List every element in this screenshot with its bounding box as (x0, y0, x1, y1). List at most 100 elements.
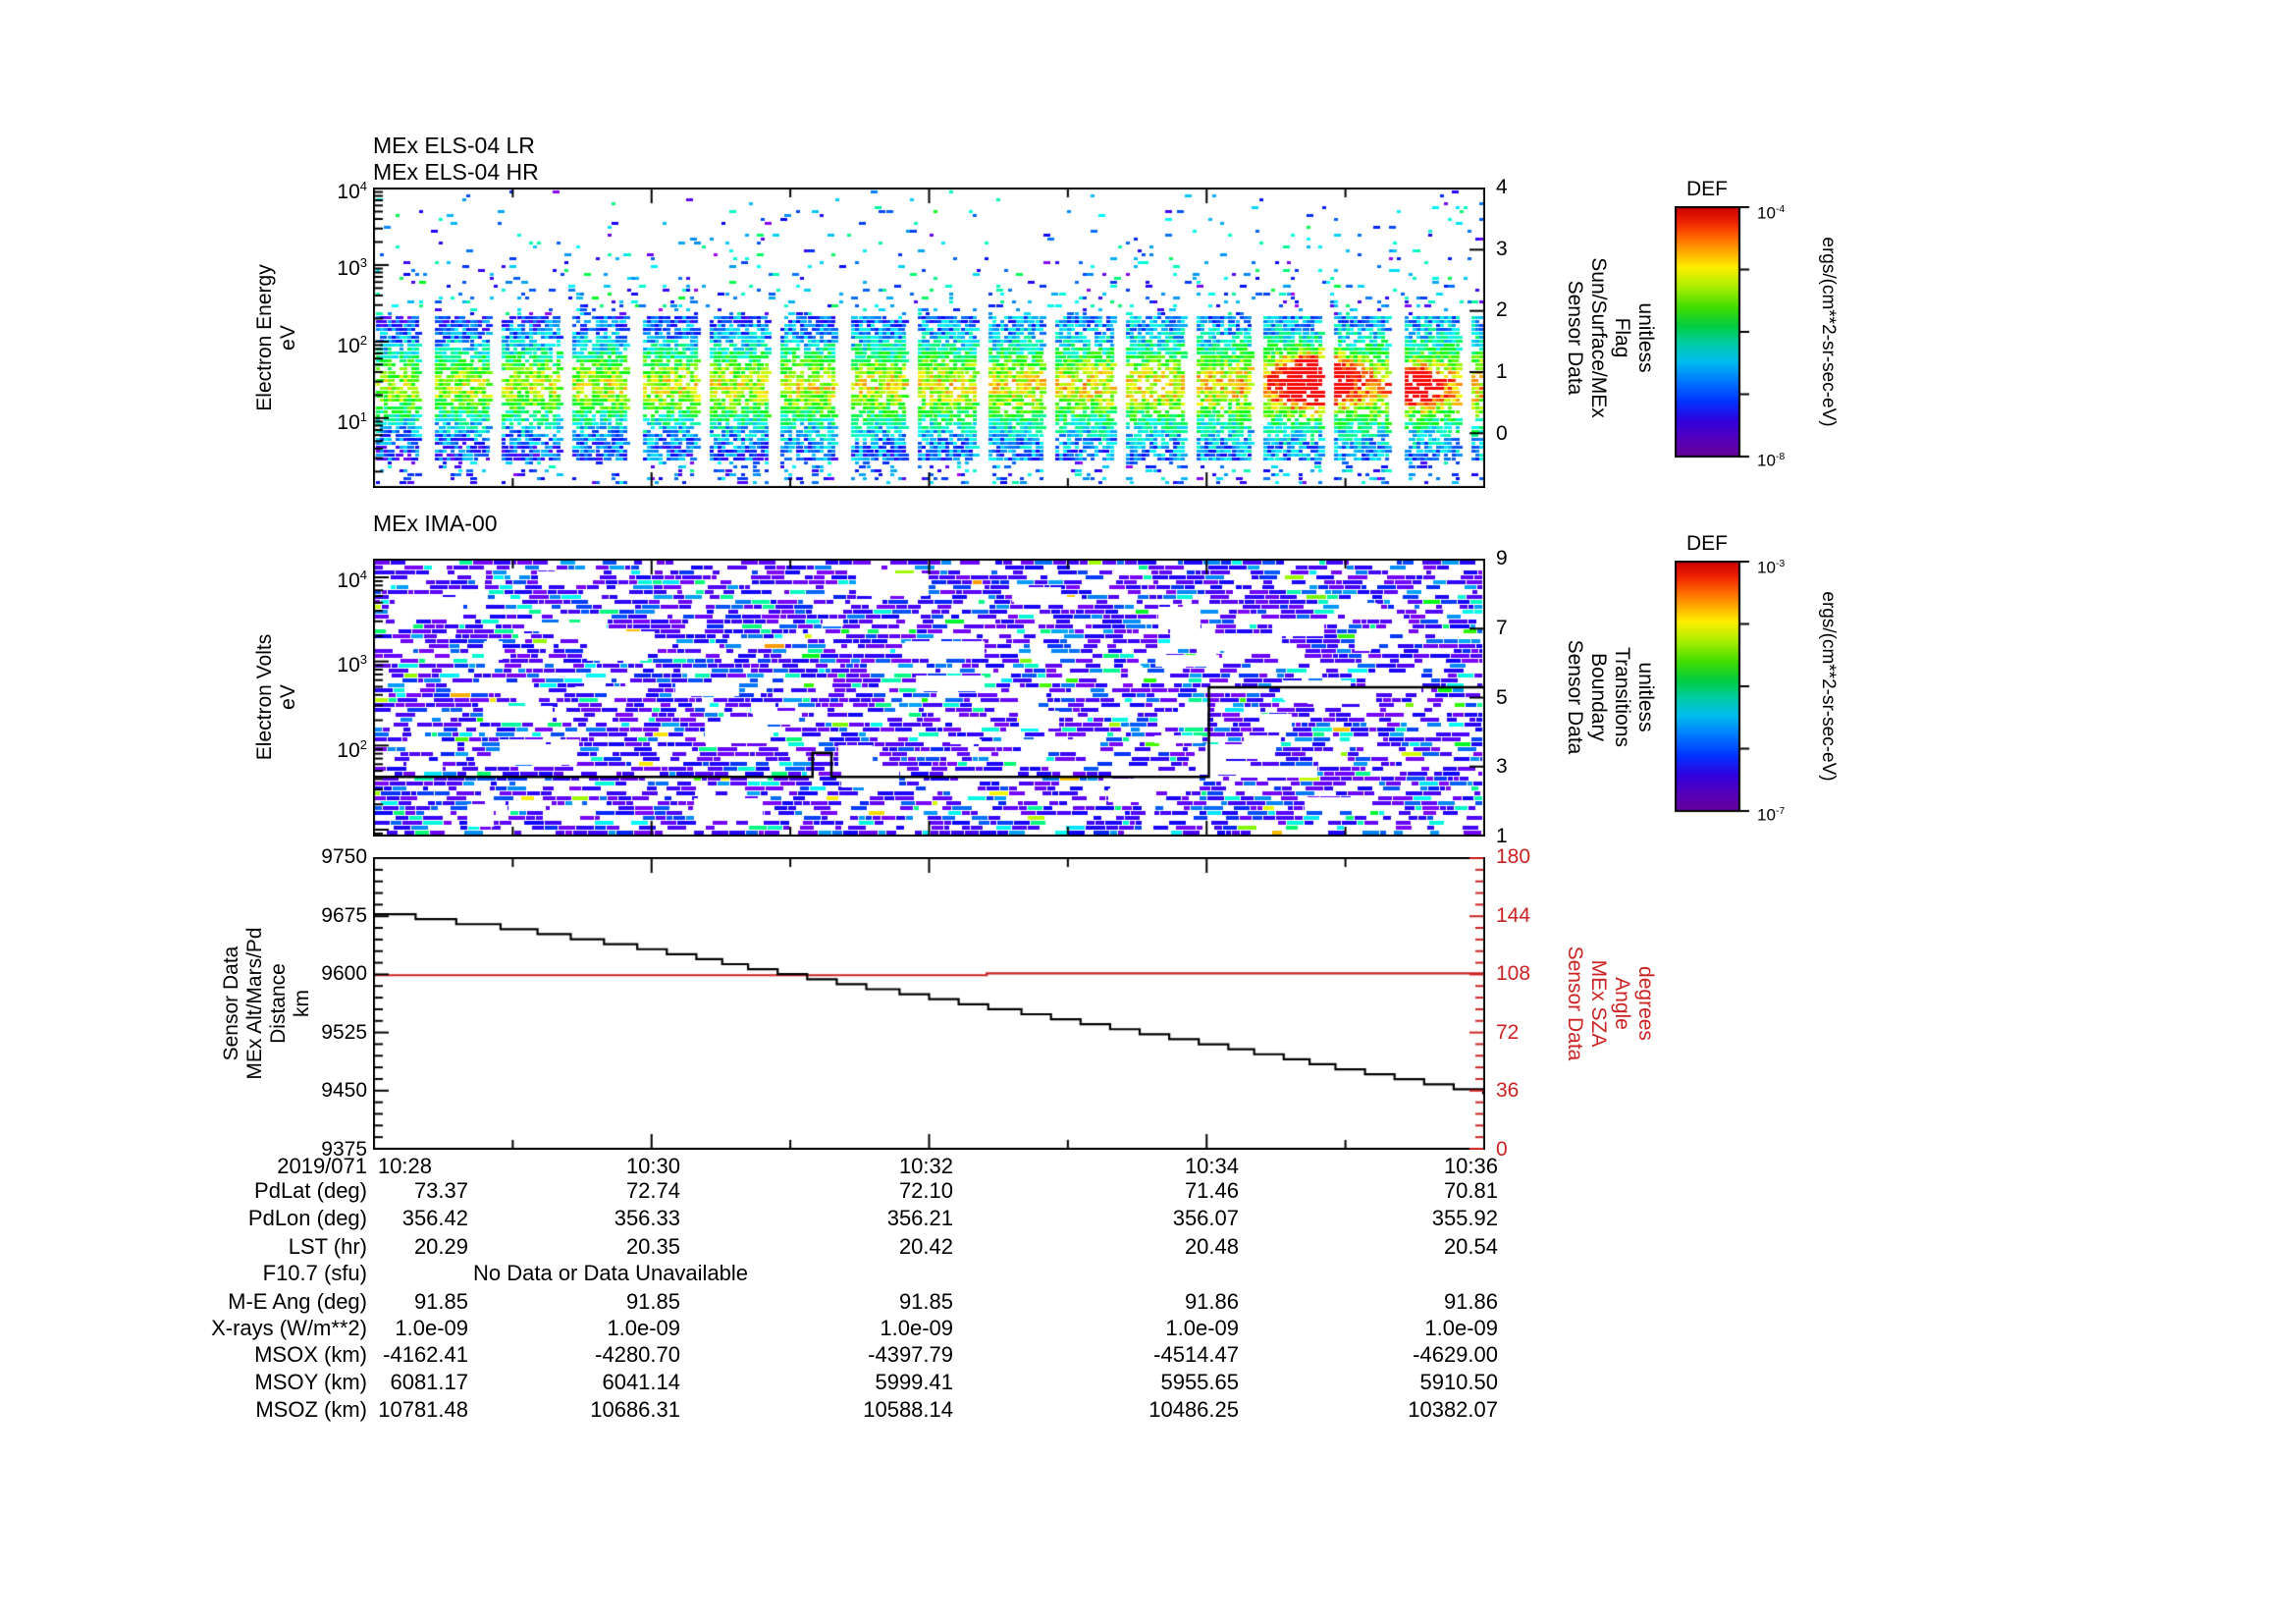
table-value: 355.92 (1431, 1206, 1498, 1230)
right-tick-label: 1 (1496, 825, 1508, 847)
table-value: 73.37 (413, 1178, 468, 1203)
right-tick-label: 0 (1496, 421, 1508, 445)
table-value: 72.10 (898, 1178, 953, 1203)
y-tick-label: 9675 (321, 903, 367, 927)
table-value: 356.33 (614, 1206, 680, 1230)
row-label: MSOX (km) (254, 1342, 367, 1367)
colorbar-title: DEF (1686, 532, 1728, 555)
table-value: 10588.14 (863, 1397, 953, 1422)
alt-right-label: degrees Angle MEx SZA Sensor Data (1563, 689, 1657, 1318)
table-value: -4514.47 (1153, 1342, 1239, 1367)
no-data-message: No Data or Data Unavailable (473, 1261, 749, 1285)
right-tick-label: 3 (1496, 755, 1508, 779)
date-label: 2019/071 (277, 1154, 367, 1178)
table-value: 356.07 (1172, 1206, 1239, 1230)
table-value: 70.81 (1443, 1178, 1498, 1203)
time-tick-label: 10:34 (1184, 1154, 1239, 1178)
colorbar-min-label: 10-8 (1757, 451, 1786, 470)
right-tick-label: 9 (1496, 547, 1508, 569)
table-value: -4280.70 (595, 1342, 680, 1367)
table-value: -4397.79 (868, 1342, 953, 1367)
table-value: 10486.25 (1148, 1397, 1239, 1422)
table-value: 20.42 (898, 1234, 953, 1259)
row-label: LST (hr) (288, 1234, 367, 1259)
table-value: 20.48 (1184, 1234, 1239, 1259)
time-tick-label: 10:32 (898, 1154, 953, 1178)
colorbar-els (1675, 206, 1753, 460)
y-tick-label: 104 (337, 179, 367, 203)
time-tick-label: 10:30 (625, 1154, 680, 1178)
els-title-lr: MEx ELS-04 LR (373, 133, 535, 158)
table-value: 1.0e-09 (1424, 1316, 1498, 1340)
time-tick-label: 10:36 (1443, 1154, 1498, 1178)
y-tick-label: 9750 (321, 845, 367, 868)
ima-title: MEx IMA-00 (373, 511, 498, 536)
table-value: 6041.14 (602, 1370, 680, 1394)
table-value: 5999.41 (875, 1370, 953, 1394)
table-value: 1.0e-09 (880, 1316, 953, 1340)
table-value: 10382.07 (1408, 1397, 1498, 1422)
table-value: 5910.50 (1419, 1370, 1498, 1394)
els-title-hr: MEx ELS-04 HR (373, 159, 539, 185)
table-value: 6081.17 (390, 1370, 468, 1394)
right-tick-label: 4 (1496, 176, 1508, 198)
table-value: 1.0e-09 (607, 1316, 680, 1340)
y-tick-label: 102 (337, 332, 367, 357)
y-tick-label: 103 (337, 652, 367, 677)
row-label: MSOY (km) (254, 1370, 367, 1394)
y-tick-label: 9525 (321, 1020, 367, 1044)
colorbar-max-label: 10-3 (1757, 558, 1786, 577)
table-value: 71.46 (1184, 1178, 1239, 1203)
time-tick-label: 10:28 (377, 1154, 432, 1178)
right-tick-label: 72 (1496, 1020, 1520, 1044)
right-tick-label: 108 (1496, 962, 1531, 986)
table-value: 91.86 (1184, 1289, 1239, 1314)
right-tick-label: 5 (1496, 685, 1508, 709)
y-tick-label: 103 (337, 255, 367, 281)
table-value: 91.86 (1443, 1289, 1498, 1314)
row-label: PdLat (deg) (254, 1178, 367, 1203)
right-tick-label: 180 (1496, 845, 1531, 868)
altitude-sza-chart (373, 857, 1485, 1150)
table-value: 91.85 (413, 1289, 468, 1314)
label-line: MEx SZA (1587, 959, 1610, 1048)
right-tick-label: 36 (1496, 1079, 1520, 1103)
row-label: PdLon (deg) (247, 1206, 367, 1230)
table-value: 20.29 (413, 1234, 468, 1259)
row-label: M-E Ang (deg) (228, 1289, 367, 1314)
y-tick-label: 102 (337, 736, 367, 762)
table-value: 356.21 (886, 1206, 953, 1230)
label-line: degrees (1634, 966, 1657, 1041)
table-value: 20.35 (625, 1234, 680, 1259)
right-tick-label: 1 (1496, 360, 1508, 384)
row-label: X-rays (W/m**2) (211, 1316, 367, 1340)
table-value: 20.54 (1443, 1234, 1498, 1259)
table-value: -4629.00 (1413, 1342, 1498, 1367)
right-tick-label: 7 (1496, 616, 1508, 639)
y-tick-label: 104 (337, 568, 367, 593)
table-value: -4162.41 (383, 1342, 468, 1367)
label-line: ergs/(cm**2-sr-sec-eV) (1818, 591, 1839, 782)
table-value: 356.42 (401, 1206, 468, 1230)
y-tick-label: 101 (337, 409, 367, 435)
colorbar-max-label: 10-4 (1757, 203, 1786, 223)
y-tick-label: 9600 (321, 962, 367, 986)
ima-spectrogram (373, 559, 1485, 837)
table-value: 72.74 (625, 1178, 680, 1203)
table-value: 91.85 (898, 1289, 953, 1314)
label-line: Sensor Data (1564, 946, 1586, 1061)
right-tick-label: 0 (1496, 1138, 1508, 1161)
right-tick-label: 144 (1496, 903, 1531, 927)
table-value: 10686.31 (590, 1397, 680, 1422)
label-line: Angle (1611, 977, 1633, 1030)
table-value: 5955.65 (1160, 1370, 1239, 1394)
right-tick-label: 2 (1496, 298, 1508, 322)
table-value: 10781.48 (378, 1397, 468, 1422)
table-value: 1.0e-09 (395, 1316, 468, 1340)
row-label: MSOZ (km) (255, 1397, 367, 1422)
y-tick-label: 9375 (321, 1138, 367, 1161)
els-spectrogram (373, 188, 1485, 488)
table-value: 91.85 (625, 1289, 680, 1314)
table-value: 1.0e-09 (1165, 1316, 1239, 1340)
